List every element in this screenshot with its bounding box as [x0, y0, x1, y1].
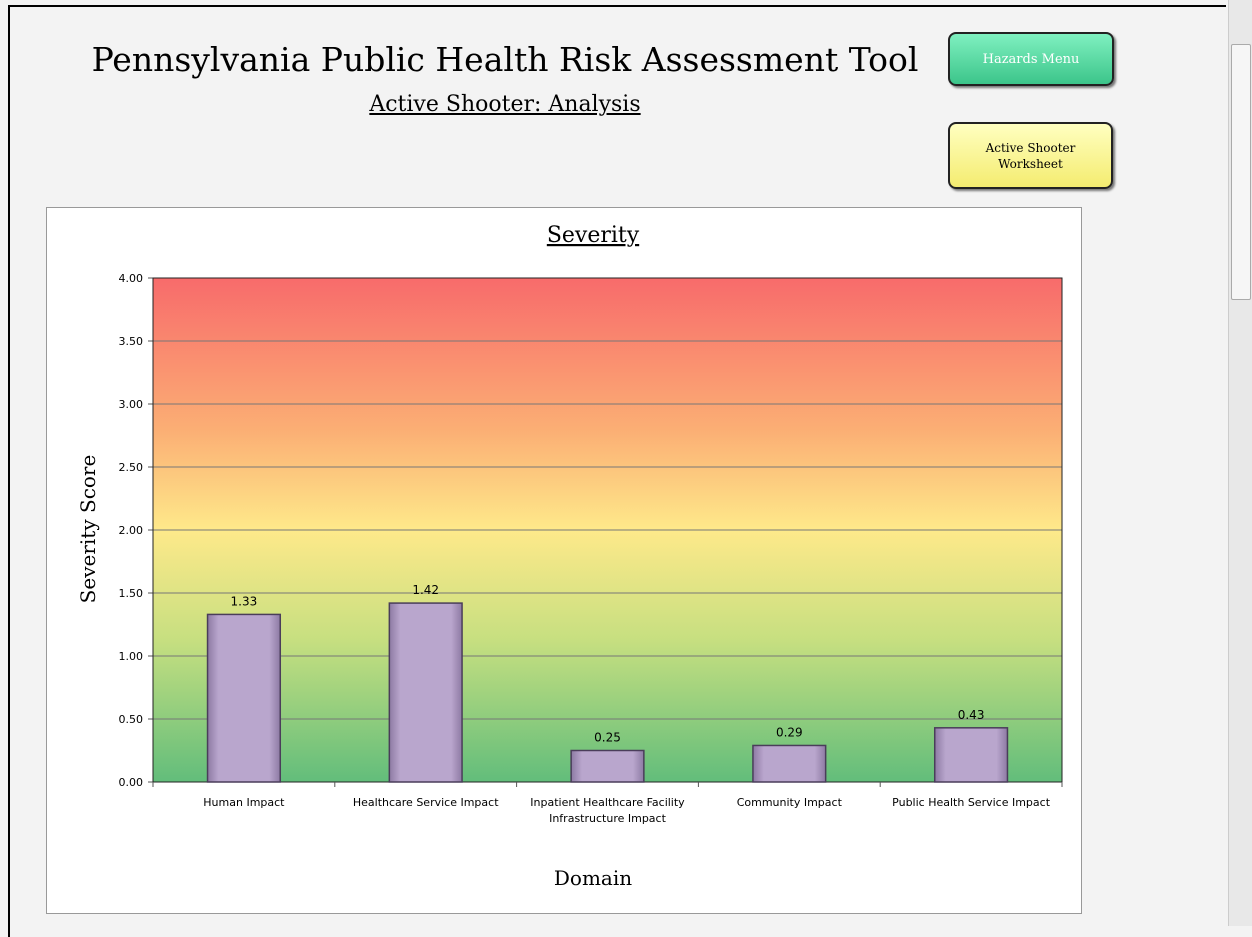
y-tick-label: 1.50 — [119, 587, 144, 600]
y-tick-label: 0.50 — [119, 713, 144, 726]
y-tick-label: 2.00 — [119, 524, 144, 537]
bar — [933, 727, 1009, 783]
bar — [570, 749, 645, 783]
page-subtitle: Active Shooter: Analysis — [369, 92, 641, 117]
y-tick-label: 2.50 — [119, 461, 144, 474]
chart-title: Severity — [547, 223, 640, 248]
y-axis-title: Severity Score — [76, 455, 100, 604]
bar — [752, 744, 827, 783]
scrollbar[interactable] — [1228, 0, 1252, 926]
y-tick-label: 1.00 — [119, 650, 144, 663]
data-label: 0.29 — [776, 725, 803, 739]
page-title: Pennsylvania Public Health Risk Assessme… — [91, 40, 919, 79]
x-tick-label: Public Health Service Impact — [892, 796, 1051, 809]
data-label: 1.33 — [231, 594, 258, 608]
worksheet-button[interactable]: Active Shooter Worksheet — [948, 122, 1113, 189]
bar — [388, 602, 463, 783]
data-label: 0.43 — [958, 708, 985, 722]
bar — [206, 613, 282, 783]
y-tick-label: 3.00 — [119, 398, 144, 411]
hazards-menu-button[interactable]: Hazards Menu — [948, 32, 1114, 86]
x-tick-label: Community Impact — [736, 796, 842, 809]
y-tick-label: 3.50 — [119, 335, 144, 348]
data-label: 1.42 — [412, 583, 439, 597]
scroll-thumb[interactable] — [1231, 44, 1251, 300]
x-tick-label: Inpatient Healthcare Facility Infrastruc… — [530, 796, 685, 825]
y-tick-label: 0.00 — [119, 776, 144, 789]
x-tick-label: Healthcare Service Impact — [352, 796, 499, 809]
chart-svg: Severity Severity Score Domain 0.00 0.50 1… — [76, 223, 1063, 890]
chart: Severity Severity Score Domain 0.00 0.50 1… — [46, 207, 1082, 914]
y-tick-label: 4.00 — [119, 272, 144, 285]
x-tick-label: Human Impact — [203, 796, 285, 809]
sheet-frame — [8, 5, 1226, 937]
x-axis-title: Domain — [554, 866, 632, 890]
data-label: 0.25 — [594, 731, 621, 745]
